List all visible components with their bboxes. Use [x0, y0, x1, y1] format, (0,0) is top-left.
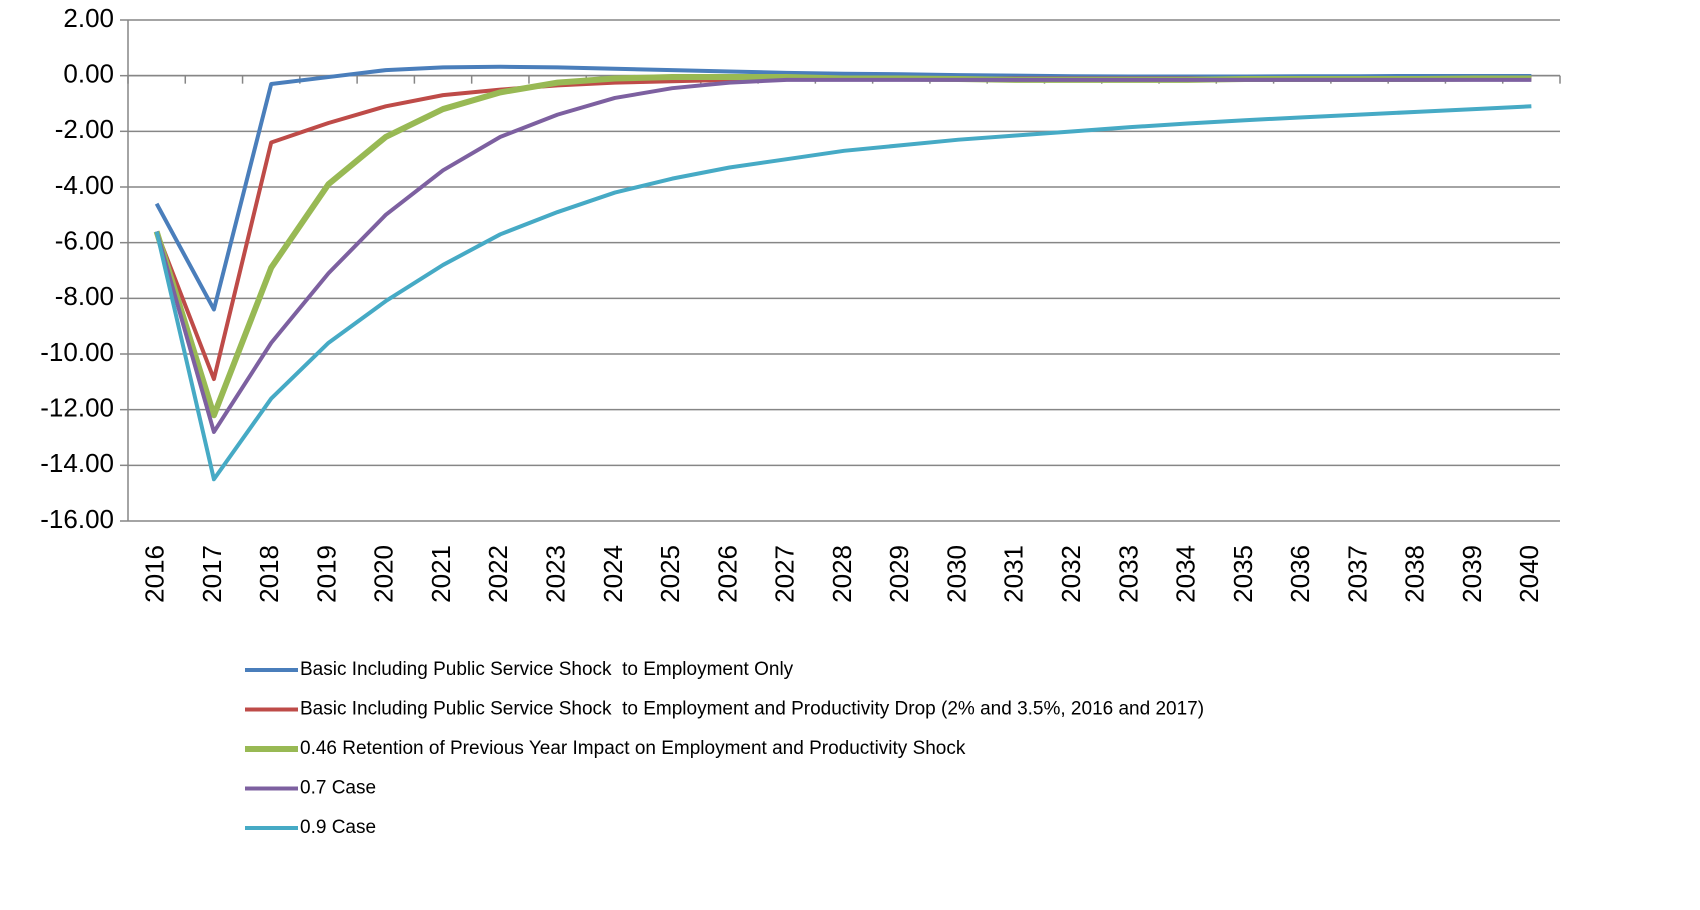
legend-label: Basic Including Public Service Shock to …: [300, 699, 1204, 720]
series-line: [154, 104, 1532, 482]
x-tick-label: 2027: [770, 545, 800, 603]
x-tick-label: 2031: [999, 545, 1029, 603]
x-tick-label: 2023: [540, 545, 570, 603]
y-tick-label: -6.00: [55, 226, 114, 256]
x-tick-label: 2018: [254, 545, 284, 603]
x-tick-label: 2021: [426, 545, 456, 603]
y-tick-label: -10.00: [40, 337, 114, 367]
x-tick-label: 2033: [1113, 545, 1143, 603]
x-tick-label: 2029: [884, 545, 914, 603]
series-line: [154, 76, 1532, 382]
legend-label: 0.46 Retention of Previous Year Impact o…: [300, 738, 966, 759]
x-tick-label: 2019: [311, 545, 341, 603]
series-line: [154, 64, 1532, 312]
x-tick-label: 2040: [1514, 545, 1544, 603]
x-tick-label: 2022: [483, 545, 513, 603]
y-tick-label: -16.00: [40, 504, 114, 534]
x-tick-label: 2017: [197, 545, 227, 603]
x-tick-label: 2036: [1285, 545, 1315, 603]
legend-label: Basic Including Public Service Shock to …: [300, 659, 794, 680]
x-tick-label: 2032: [1056, 545, 1086, 603]
x-tick-label: 2039: [1457, 545, 1487, 603]
x-tick-label: 2034: [1171, 545, 1201, 603]
y-tick-label: 0.00: [63, 59, 114, 89]
x-tick-label: 2025: [655, 545, 685, 603]
x-tick-label: 2020: [369, 545, 399, 603]
y-tick-label: -4.00: [55, 170, 114, 200]
x-tick-label: 2035: [1228, 545, 1258, 603]
legend-label: 0.9 Case: [300, 817, 376, 838]
x-tick-label: 2038: [1400, 545, 1430, 603]
y-tick-label: -12.00: [40, 393, 114, 423]
legend-label: 0.7 Case: [300, 778, 376, 799]
y-tick-label: -14.00: [40, 448, 114, 478]
x-tick-label: 2030: [941, 545, 971, 603]
series-line: [154, 77, 1532, 434]
x-tick-label: 2026: [712, 545, 742, 603]
y-tick-label: -8.00: [55, 281, 114, 311]
y-tick-label: 2.00: [63, 3, 114, 33]
x-tick-label: 2016: [140, 545, 170, 603]
x-tick-label: 2037: [1342, 545, 1372, 603]
series-line: [153, 74, 1532, 419]
x-tick-label: 2024: [598, 545, 628, 603]
y-tick-label: -2.00: [55, 114, 114, 144]
x-tick-label: 2028: [827, 545, 857, 603]
